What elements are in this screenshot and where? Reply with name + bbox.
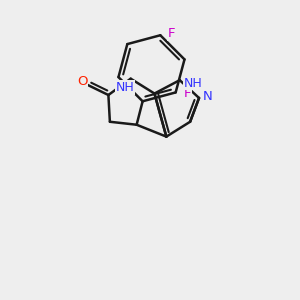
Text: NH: NH — [184, 76, 202, 90]
Text: F: F — [184, 87, 191, 101]
Text: NH: NH — [116, 81, 135, 94]
Text: F: F — [168, 27, 176, 40]
Text: N: N — [203, 90, 213, 103]
Text: O: O — [77, 74, 88, 88]
